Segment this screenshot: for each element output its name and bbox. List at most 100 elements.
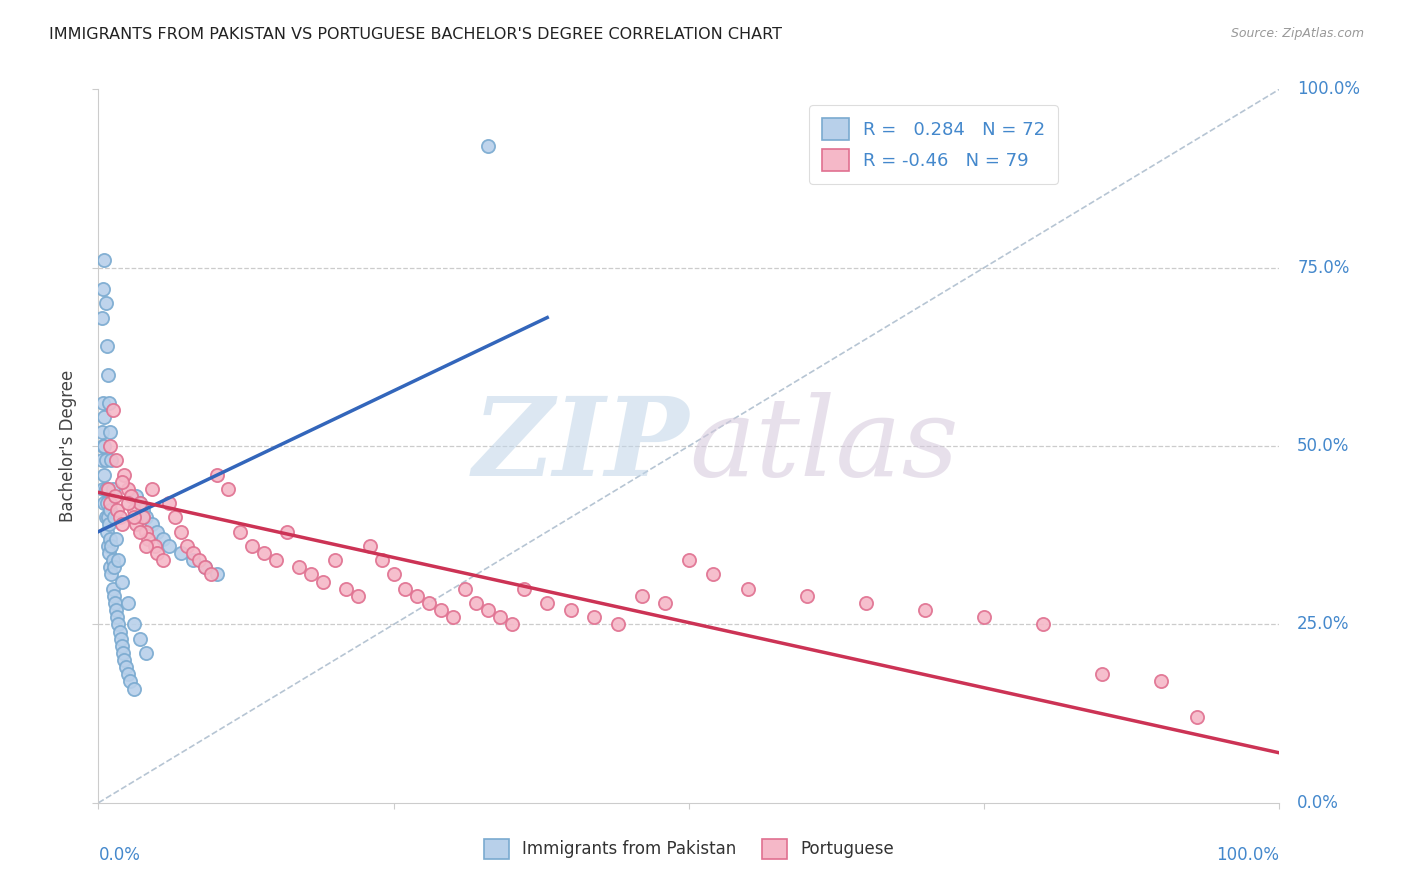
Point (170, 546, 193, 560)
Point (91, 282, 114, 296)
Point (288, 560, 311, 574)
Point (93, 410, 115, 425)
Point (1150, 674, 1173, 689)
Point (104, 489, 127, 503)
Y-axis label: Bachelor's Degree: Bachelor's Degree (59, 370, 77, 522)
Point (108, 510, 131, 524)
Text: Source: ZipAtlas.com: Source: ZipAtlas.com (1230, 27, 1364, 40)
Point (104, 596, 127, 610)
Point (91, 482, 114, 496)
Point (205, 567, 228, 582)
Point (101, 582, 124, 596)
Point (98, 496, 121, 510)
Point (1185, 710, 1208, 724)
Text: 75.0%: 75.0% (1298, 259, 1350, 277)
Point (678, 553, 700, 567)
Point (347, 589, 370, 603)
Point (630, 589, 652, 603)
Point (112, 467, 135, 482)
Point (132, 503, 155, 517)
Point (101, 482, 124, 496)
Point (560, 603, 582, 617)
Point (135, 539, 157, 553)
Point (94, 482, 117, 496)
Point (406, 589, 429, 603)
Point (94, 296, 117, 310)
Point (418, 596, 440, 610)
Point (117, 496, 139, 510)
Point (103, 560, 125, 574)
Point (737, 582, 759, 596)
Point (98, 560, 121, 574)
Point (146, 546, 169, 560)
Point (93, 439, 115, 453)
Point (181, 546, 204, 560)
Point (477, 603, 499, 617)
Point (796, 589, 818, 603)
Point (371, 553, 394, 567)
Point (98, 425, 121, 439)
Point (146, 524, 169, 539)
Point (103, 510, 125, 524)
Point (122, 681, 145, 696)
Point (359, 539, 381, 553)
Text: 50.0%: 50.0% (1298, 437, 1350, 455)
Point (110, 632, 132, 646)
Point (157, 496, 180, 510)
Point (128, 496, 150, 510)
Point (105, 532, 128, 546)
Text: 0.0%: 0.0% (1298, 794, 1339, 812)
Point (152, 553, 174, 567)
Point (105, 503, 128, 517)
Point (97, 510, 120, 524)
Point (107, 617, 129, 632)
Point (501, 617, 523, 632)
Point (312, 574, 335, 589)
Point (100, 453, 122, 467)
Point (141, 517, 163, 532)
Point (240, 539, 263, 553)
Point (973, 610, 995, 624)
Point (111, 639, 134, 653)
Point (187, 553, 209, 567)
Point (323, 553, 346, 567)
Point (105, 603, 128, 617)
Point (98, 503, 121, 517)
Point (702, 567, 724, 582)
Point (914, 603, 936, 617)
Point (382, 567, 405, 582)
Point (1032, 617, 1054, 632)
Point (111, 475, 134, 489)
Point (583, 610, 606, 624)
Point (91, 425, 114, 439)
Point (128, 632, 150, 646)
Point (91, 310, 114, 325)
Point (98, 532, 121, 546)
Point (97, 368, 120, 382)
Point (453, 582, 475, 596)
Point (194, 560, 217, 574)
Point (112, 653, 135, 667)
Point (181, 553, 204, 567)
Point (465, 596, 488, 610)
Point (132, 510, 155, 524)
Point (135, 524, 157, 539)
Point (105, 610, 128, 624)
Point (125, 489, 148, 503)
Point (98, 396, 121, 410)
Point (264, 553, 287, 567)
Text: atlas: atlas (689, 392, 959, 500)
Point (120, 674, 142, 689)
Point (143, 539, 166, 553)
Point (335, 582, 357, 596)
Point (136, 532, 159, 546)
Point (125, 517, 148, 532)
Point (276, 524, 298, 539)
Point (128, 524, 150, 539)
Point (96, 524, 118, 539)
Point (135, 646, 157, 660)
Text: IMMIGRANTS FROM PAKISTAN VS PORTUGUESE BACHELOR'S DEGREE CORRELATION CHART: IMMIGRANTS FROM PAKISTAN VS PORTUGUESE B… (49, 27, 782, 42)
Point (607, 617, 630, 632)
Point (128, 496, 150, 510)
Point (157, 539, 180, 553)
